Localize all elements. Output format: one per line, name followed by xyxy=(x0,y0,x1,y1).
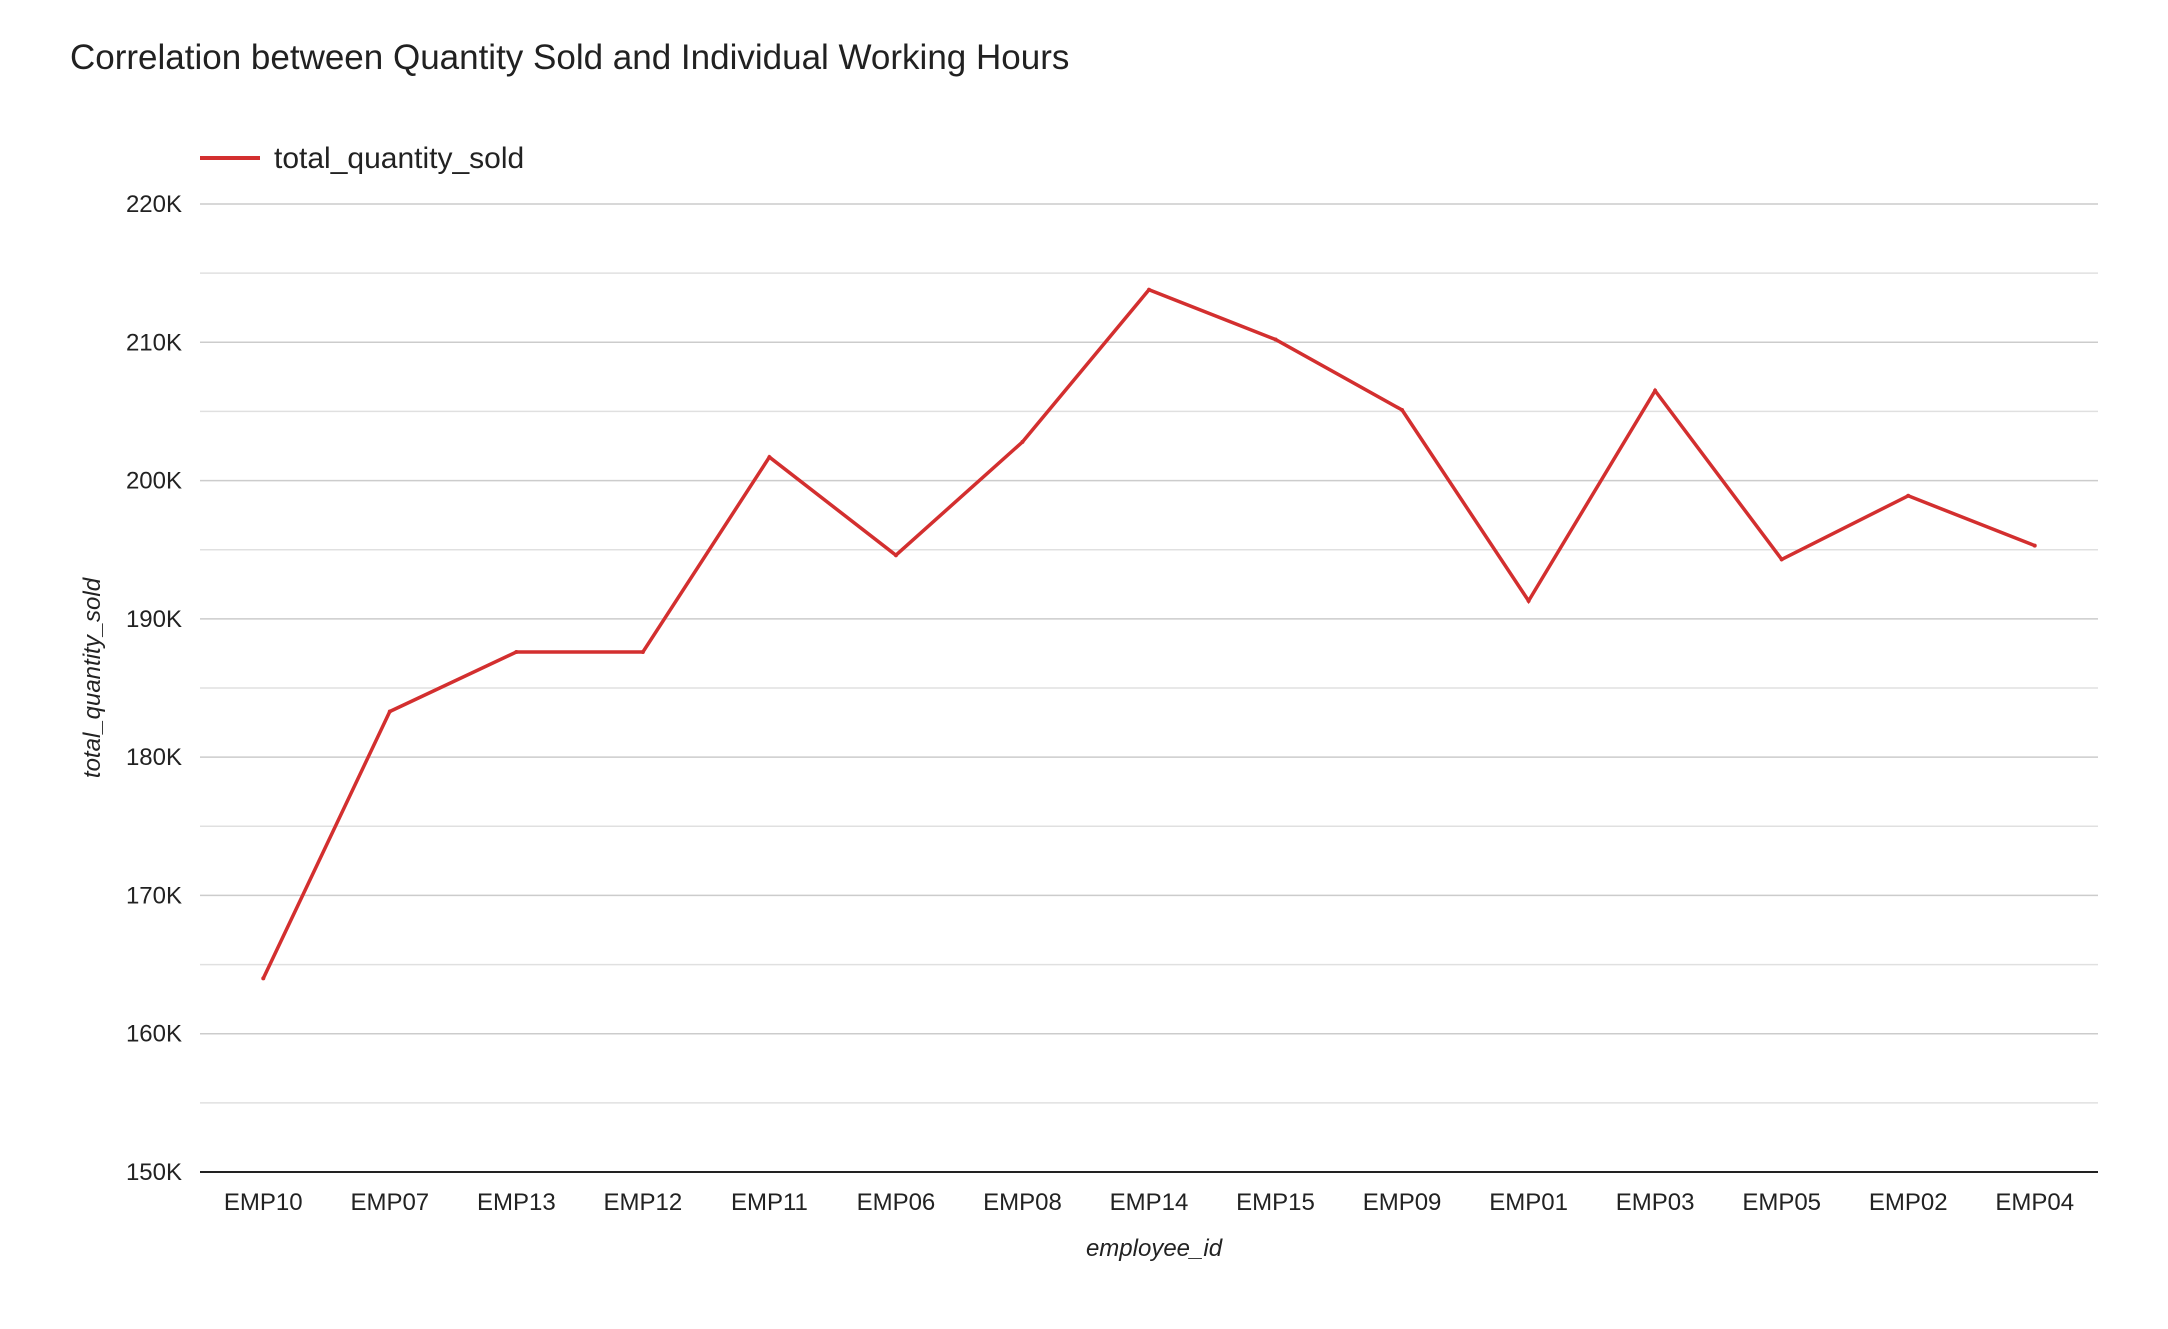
x-tick-label: EMP05 xyxy=(1742,1189,1821,1216)
data-point xyxy=(640,650,645,655)
data-point xyxy=(893,553,898,558)
gridlines xyxy=(200,203,2098,1104)
y-tick-label: 150K xyxy=(126,1159,182,1186)
series-line-total_quantity_sold xyxy=(261,287,2036,980)
y-tick-label: 160K xyxy=(126,1021,182,1048)
data-point xyxy=(2032,543,2037,548)
data-point xyxy=(1526,598,1531,603)
x-tick-label: EMP09 xyxy=(1363,1189,1442,1216)
data-point xyxy=(261,976,266,981)
x-tick-label: EMP01 xyxy=(1489,1189,1568,1216)
y-tick-label: 180K xyxy=(126,744,182,771)
x-tick-label: EMP02 xyxy=(1869,1189,1948,1216)
data-point xyxy=(1906,493,1911,498)
x-tick-label: EMP06 xyxy=(857,1189,936,1216)
axis-labels: 150K 160K 170K 180K 190K 200K 210K 220K EMP10 EMP… xyxy=(79,191,2074,1262)
x-tick-label: EMP13 xyxy=(477,1189,556,1216)
legend: total_quantity_sold xyxy=(200,142,524,175)
series-layer xyxy=(261,287,2037,981)
x-axis-title: employee_id xyxy=(1086,1235,1223,1262)
legend-label: total_quantity_sold xyxy=(274,142,524,175)
chart-title: Correlation between Quantity Sold and In… xyxy=(70,38,1070,77)
data-point xyxy=(767,455,772,460)
data-point xyxy=(1653,388,1658,393)
data-point xyxy=(1400,408,1405,413)
x-tick-label: EMP04 xyxy=(1995,1189,2074,1216)
y-axis-title: total_quantity_sold xyxy=(79,577,106,778)
data-point xyxy=(514,650,519,655)
y-tick-label: 210K xyxy=(126,329,182,356)
data-point xyxy=(1273,337,1278,342)
x-tick-label: EMP03 xyxy=(1616,1189,1695,1216)
x-tick-label: EMP08 xyxy=(983,1189,1062,1216)
x-tick-label: EMP12 xyxy=(604,1189,683,1216)
x-tick-label: EMP11 xyxy=(731,1189,808,1216)
y-tick-label: 200K xyxy=(126,468,182,495)
x-tick-label: EMP15 xyxy=(1236,1189,1315,1216)
y-tick-label: 170K xyxy=(126,882,182,909)
data-point xyxy=(1147,287,1151,292)
x-tick-label: EMP14 xyxy=(1110,1189,1189,1216)
x-tick-label: EMP07 xyxy=(350,1189,429,1216)
y-tick-label: 220K xyxy=(126,191,182,218)
data-point xyxy=(1020,439,1025,444)
data-point xyxy=(387,709,392,714)
data-point xyxy=(1779,557,1784,562)
x-tick-label: EMP10 xyxy=(224,1189,303,1216)
y-tick-label: 190K xyxy=(126,606,182,633)
